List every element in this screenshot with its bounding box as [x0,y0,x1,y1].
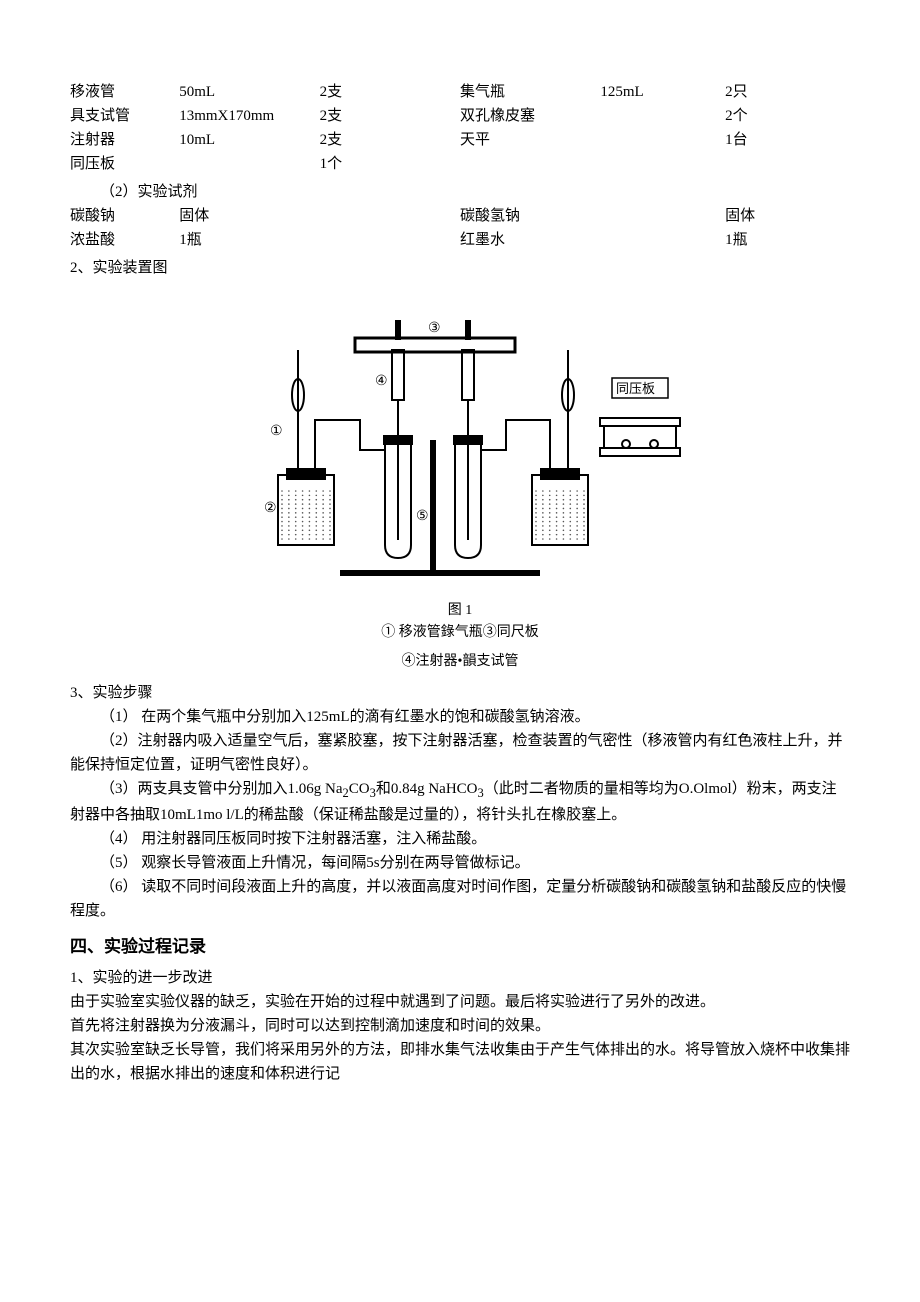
label-1: ① [270,424,283,439]
reagent-table: 碳酸钠固体碳酸氢钠固体浓盐酸1瓶红墨水1瓶 [70,204,850,252]
table-row: 注射器10mL2支天平1台 [70,128,850,152]
gas-bottle-left [278,468,334,545]
steps-block: （1） 在两个集气瓶中分别加入125mL的滴有红墨水的饱和碳酸氢钠溶液。 （2）… [70,705,850,923]
steps-heading: 3、实验步骤 [70,681,850,705]
label-3: ③ [428,321,441,336]
apparatus-diagram: ① ② ③ ④ ⑤ 同压板 图 1 ① 移液管錄气瓶③同尺板 ④注射器•韻支试管 [70,290,850,673]
label-5: ⑤ [416,509,429,524]
table-row: 具支试管13mmX170mm2支双孔橡皮塞2个 [70,104,850,128]
step-5: （5） 观察长导管液面上升情况，每间隔5s分别在两导管做标记。 [70,851,850,875]
step-3: （3）两支具支管中分别加入1.06g Na2CO3和0.84g NaHCO3（此… [70,777,850,827]
pipette-right [562,350,574,475]
section-4-body: 1、实验的进一步改进 由于实验室实验仪器的缺乏，实验在开始的过程中就遇到了问题。… [70,966,850,1086]
step-1: （1） 在两个集气瓶中分别加入125mL的滴有红墨水的饱和碳酸氢钠溶液。 [70,705,850,729]
equipment-table: 移液管50mL2支集气瓶125mL2只具支试管13mmX170mm2支双孔橡皮塞… [70,80,850,176]
reagent-subheading: （2）实验试剂 [70,180,850,204]
table-row: 浓盐酸1瓶红墨水1瓶 [70,228,850,252]
label-4: ④ [375,374,388,389]
section-4-title: 四、实验过程记录 [70,933,850,960]
test-tube-left [383,435,413,558]
s4-p1: 1、实验的进一步改进 [70,966,850,990]
step-2: （2）注射器内吸入适量空气后，塞紧胶塞，按下注射器活塞，检查装置的气密性（移液管… [70,729,850,777]
s4-p4: 其次实验室缺乏长导管，我们将采用另外的方法，即排水集气法收集由于产生气体排出的水… [70,1038,850,1086]
diagram-heading: 2、实验装置图 [70,256,850,280]
s4-p2: 由于实验室实验仪器的缺乏，实验在开始的过程中就遇到了问题。最后将实验进行了另外的… [70,990,850,1014]
caption-line-2: ④注射器•韻支试管 [70,651,850,673]
label-2: ② [264,501,277,516]
gas-bottle-right [532,468,588,545]
svg-text:同压板: 同压板 [616,381,655,396]
caption-title: 图 1 [70,600,850,622]
table-row: 移液管50mL2支集气瓶125mL2只 [70,80,850,104]
s4-p3: 首先将注射器换为分液漏斗，同时可以达到控制滴加速度和时间的效果。 [70,1014,850,1038]
caption-line-1: ① 移液管錄气瓶③同尺板 [70,622,850,644]
same-pressure-board-schematic: 同压板 [600,378,680,456]
step-4: （4） 用注射器同压板同时按下注射器活塞，注入稀盐酸。 [70,827,850,851]
table-row: 碳酸钠固体碳酸氢钠固体 [70,204,850,228]
pipette-left [292,350,304,475]
table-row: 同压板1个 [70,152,850,176]
test-tube-right [453,435,483,558]
step-6: （6） 读取不同时间段液面上升的高度，并以液面高度对时间作图，定量分析碳酸钠和碳… [70,875,850,923]
diagram-caption: 图 1 ① 移液管錄气瓶③同尺板 ④注射器•韻支试管 [70,600,850,673]
apparatus-svg: ① ② ③ ④ ⑤ 同压板 [220,290,700,590]
